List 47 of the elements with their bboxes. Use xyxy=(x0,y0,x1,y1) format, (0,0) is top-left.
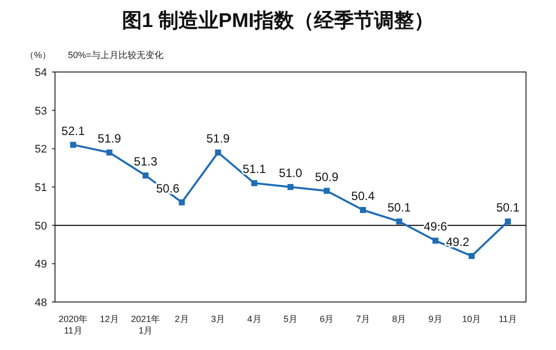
x-tick-label: 3月 xyxy=(211,314,226,324)
x-tick-label: 7月 xyxy=(356,314,370,324)
x-tick-label: 2021年 1月 xyxy=(131,314,160,336)
point xyxy=(215,150,222,156)
x-tick-label: 2020年 11月 xyxy=(58,314,88,336)
y-tick-label: 48 xyxy=(34,297,47,309)
data-label: 51.9 xyxy=(98,132,122,146)
data-label: 52.1 xyxy=(61,124,86,138)
y-tick-label: 52 xyxy=(34,144,47,156)
y-tick-label: 53 xyxy=(34,105,47,118)
data-label: 51.9 xyxy=(206,132,230,146)
y-tick-label: 54 xyxy=(34,67,47,79)
point xyxy=(432,238,438,244)
point xyxy=(251,180,258,186)
data-label: 50.4 xyxy=(351,189,375,203)
point xyxy=(142,172,149,178)
x-tick-label: 4月 xyxy=(247,314,262,324)
y-tick-label: 50 xyxy=(34,220,47,232)
point xyxy=(324,188,330,194)
data-label: 50.9 xyxy=(315,170,339,184)
point xyxy=(288,184,294,190)
point xyxy=(106,150,112,156)
y-tick-label: 51 xyxy=(34,182,47,194)
x-tick-label: 6月 xyxy=(320,314,334,324)
text: 50%=与上月比较无变化 xyxy=(68,50,164,60)
x-tick-label: 5月 xyxy=(283,314,298,324)
data-label: 49.2 xyxy=(446,235,470,249)
y-tick-label: 49 xyxy=(34,258,47,271)
x-tick-label: 8月 xyxy=(392,314,406,324)
point xyxy=(396,218,402,224)
x-tick-label: 10月 xyxy=(462,314,482,324)
point xyxy=(70,142,76,148)
data-label: 51.0 xyxy=(278,166,302,180)
point xyxy=(360,207,366,213)
data-label: 51.3 xyxy=(134,154,158,168)
data-label: 50.1 xyxy=(496,200,520,214)
data-label: 51.1 xyxy=(242,162,266,176)
y-axis-title: （%） xyxy=(24,50,52,60)
x-tick-label: 9月 xyxy=(428,314,442,324)
point xyxy=(504,218,511,224)
x-tick-label: 12月 xyxy=(100,314,119,324)
point xyxy=(468,253,475,259)
chart-title: 图1 制造业PMI指数（经季节调整） xyxy=(122,9,434,32)
x-tick-label: 11月 xyxy=(498,314,518,324)
point xyxy=(178,199,185,206)
x-tick-label: 2月 xyxy=(174,314,189,324)
data-label: 50.1 xyxy=(388,200,412,214)
